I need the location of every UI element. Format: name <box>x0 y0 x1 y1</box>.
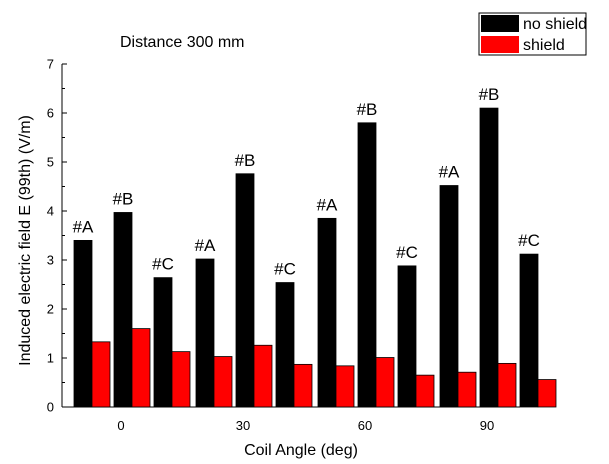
bar-group-label: #A <box>195 236 216 255</box>
bar-shield <box>335 365 355 408</box>
bar-no-shield <box>195 258 215 408</box>
bar-no-shield <box>317 217 337 408</box>
bar-no-shield <box>397 265 417 408</box>
bar-group-label: #B <box>357 100 378 119</box>
y-tick-label: 6 <box>47 106 54 121</box>
bar-shield <box>457 371 477 408</box>
labels: #A #B #C #A #B #C #A #B #C #A #B #C <box>73 85 540 278</box>
bar-group-label: #B <box>235 151 256 170</box>
y-tick-label: 7 <box>47 57 54 72</box>
bar-shield <box>375 357 395 408</box>
legend: no shield shield <box>478 12 587 56</box>
bar-shield <box>213 356 233 408</box>
x-tick-label: 60 <box>358 418 372 433</box>
bar-no-shield <box>73 239 93 408</box>
y-tick-label: 0 <box>47 400 54 415</box>
legend-swatch-shield <box>481 36 519 53</box>
bar-shield <box>131 328 151 408</box>
bar-shield <box>293 363 313 408</box>
bar-no-shield <box>113 212 133 408</box>
bar-shield <box>497 362 517 408</box>
bar-shield <box>91 341 111 408</box>
bar-group-label: #C <box>396 243 418 262</box>
bar-no-shield <box>235 173 255 408</box>
bar-no-shield <box>357 122 377 408</box>
bar-shield <box>171 351 191 408</box>
bar-no-shield <box>439 185 459 408</box>
y-tick-label: 3 <box>47 253 54 268</box>
y-tick-label: 4 <box>47 204 54 219</box>
legend-label-no-shield: no shield <box>523 16 587 33</box>
bar-group-label: #A <box>73 217 94 236</box>
bar-no-shield <box>519 253 539 408</box>
bars <box>73 107 557 408</box>
bar-shield <box>253 344 273 408</box>
bar-no-shield <box>479 107 499 408</box>
y-tick-label: 5 <box>47 155 54 170</box>
legend-swatch-no-shield <box>481 15 519 32</box>
bar-group-label: #A <box>439 163 460 182</box>
y-tick-label: 1 <box>47 351 54 366</box>
x-axis-label: Coil Angle (deg) <box>244 442 358 459</box>
y-axis-label: Induced electric field E (99th) (V/m) <box>17 115 34 366</box>
bar-group-label: #C <box>274 260 296 279</box>
x-tick-label: 90 <box>480 418 494 433</box>
chart-annotation: Distance 300 mm <box>120 34 245 51</box>
x-tick-label: 30 <box>236 418 250 433</box>
y-tick-label: 2 <box>47 302 54 317</box>
bar-no-shield <box>153 277 173 408</box>
bar-shield <box>537 379 557 408</box>
bar-no-shield <box>275 282 295 408</box>
bar-group-label: #C <box>152 255 174 274</box>
legend-label-shield: shield <box>523 37 565 54</box>
bar-shield <box>415 374 435 408</box>
bar-group-label: #A <box>317 195 338 214</box>
x-tick-label: 0 <box>117 418 124 433</box>
bar-group-label: #B <box>113 189 134 208</box>
bar-group-label: #B <box>479 85 500 104</box>
bar-group-label: #C <box>518 231 540 250</box>
